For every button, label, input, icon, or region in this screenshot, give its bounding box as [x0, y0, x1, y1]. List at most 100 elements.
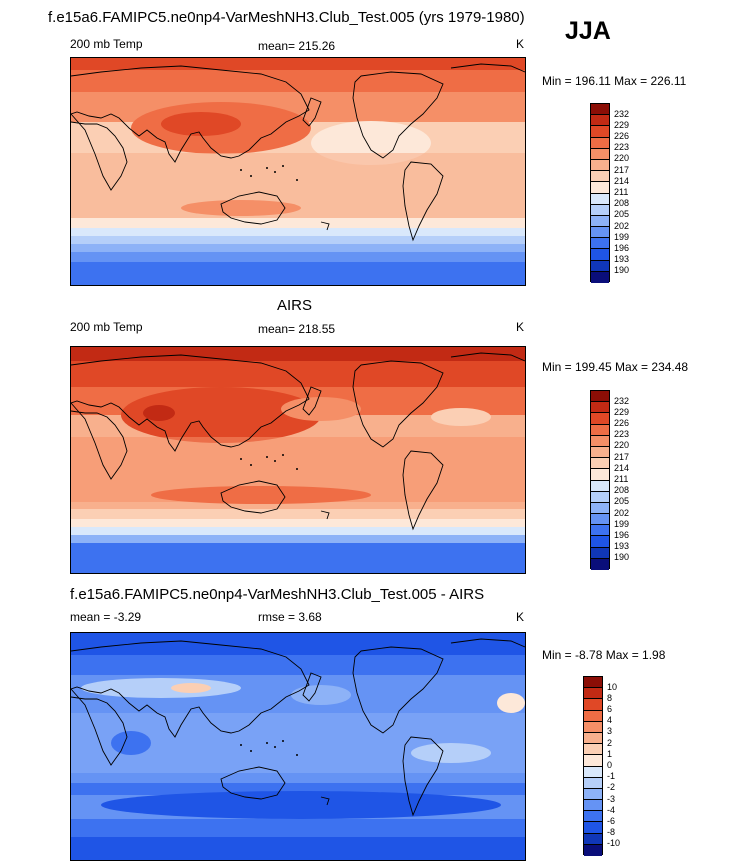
colorbar-swatch [584, 688, 602, 700]
panel2-band-sh1 [71, 509, 525, 519]
colorbar-swatch [584, 721, 602, 733]
colorbar-label: 226 [614, 418, 630, 429]
colorbar-swatch [584, 822, 602, 834]
colorbar-label: 202 [614, 220, 630, 231]
colorbar-swatch [584, 833, 602, 845]
colorbar-swatch [591, 458, 609, 470]
panel1-minmax-label: Min = 196.11 Max = 226.11 [542, 74, 687, 88]
panel1-band-north [71, 70, 525, 92]
colorbar-label: 211 [614, 474, 629, 484]
colorbar-label: -4 [607, 804, 616, 815]
colorbar-swatch [591, 480, 609, 492]
colorbar-swatch [591, 238, 609, 250]
colorbar-swatch [591, 558, 609, 570]
panel3-mean-label: mean = -3.29 [70, 610, 142, 624]
colorbar-label: 190 [614, 552, 630, 563]
colorbar-label: 214 [614, 175, 630, 186]
colorbar-swatch [584, 710, 602, 722]
panel3-units-label: K [516, 610, 525, 624]
panel2-field [71, 347, 525, 573]
panel2-band-sh3 [71, 527, 525, 535]
panel3-asia-band [81, 678, 241, 698]
colorbar-swatch [591, 402, 609, 414]
panel2-sh-warm [151, 486, 371, 504]
panel3-title: f.e15a6.FAMIPC5.ne0np4-VarMeshNH3.Club_T… [70, 586, 485, 603]
colorbar-swatch [584, 699, 602, 711]
colorbar-swatch [584, 844, 602, 856]
panel2-variable-label: 200 mb Temp [70, 320, 143, 334]
colorbar-label: 220 [614, 440, 630, 451]
colorbar-swatch [584, 744, 602, 756]
colorbar-swatch [591, 446, 609, 459]
panel2-mean-label: mean= 218.55 [258, 322, 336, 336]
colorbar-label: 3 [607, 726, 613, 737]
colorbar-label: 10 [607, 681, 618, 692]
panel3-atlantic-patch [411, 743, 491, 763]
colorbar-swatch [591, 148, 609, 160]
colorbar-swatch [591, 215, 609, 228]
panel1-band-antarctic [71, 262, 525, 285]
colorbar-swatch [584, 677, 602, 689]
colorbar-label: 208 [614, 485, 630, 496]
colorbar-swatch [591, 469, 609, 481]
panel2-pacific-patch [281, 397, 361, 421]
colorbar-label: 199 [614, 518, 630, 529]
panel3-field [71, 633, 525, 860]
colorbar-label: 193 [614, 254, 630, 265]
colorbar-label: 205 [614, 496, 630, 507]
panel3-pacific-patch [291, 685, 351, 705]
panel3-map [70, 632, 526, 861]
colorbar-swatch [591, 193, 609, 205]
panel2-map [70, 346, 526, 574]
colorbar-label: 6 [607, 704, 613, 715]
panel1-coastlines [71, 63, 525, 242]
colorbar-label: 223 [614, 142, 630, 153]
colorbar-swatch [591, 204, 609, 216]
colorbar-swatch [584, 788, 602, 801]
colorbar-label: 229 [614, 119, 630, 130]
colorbar-swatch [591, 104, 609, 116]
colorbar-swatch [591, 525, 609, 537]
panel2-band-sh2 [71, 519, 525, 527]
panel2-asia-warm [121, 387, 321, 443]
colorbar-label: 208 [614, 198, 630, 209]
colorbar-label: -8 [607, 827, 616, 838]
panel3-coastlines [71, 638, 525, 817]
colorbar-label: 199 [614, 231, 630, 242]
panel3-band-sh2 [71, 819, 525, 837]
panel3-warm-patch-east [497, 693, 525, 713]
panel1-band-sh1 [71, 218, 525, 228]
panel2-band-north [71, 361, 525, 387]
colorbar-swatch [591, 424, 609, 436]
colorbar-swatch [584, 766, 602, 778]
panel1-map [70, 57, 526, 286]
colorbar-swatch [591, 547, 609, 559]
panel2-coastlines [71, 352, 525, 531]
colorbar-swatch [584, 755, 602, 767]
panel2-minmax-label: Min = 199.45 Max = 234.48 [542, 360, 689, 374]
colorbar-label: 196 [614, 529, 630, 540]
panel1-islands [240, 165, 298, 181]
colorbar-label: 190 [614, 265, 630, 276]
season-label: JJA [565, 17, 611, 45]
panel2-atlantic-patch [431, 408, 491, 426]
colorbar-swatch [584, 811, 602, 823]
colorbar-swatch [591, 171, 609, 183]
colorbar-label: 211 [614, 187, 629, 197]
panel3-rmse-label: rmse = 3.68 [258, 610, 322, 624]
colorbar-label: 0 [607, 760, 613, 770]
panel3-band-north [71, 655, 525, 675]
panel2-title: AIRS [277, 297, 313, 314]
panel1-mean-label: mean= 215.26 [258, 39, 336, 53]
panel3-band-sh1 [71, 783, 525, 795]
colorbar-label: 1 [607, 748, 613, 759]
colorbar-swatch [591, 126, 609, 138]
model-title: f.e15a6.FAMIPC5.ne0np4-VarMeshNH3.Club_T… [48, 9, 525, 26]
colorbar-swatch [591, 182, 609, 194]
panel3-sh-cool [101, 791, 501, 819]
colorbar-label: 232 [614, 108, 630, 119]
panel1-units-label: K [516, 37, 525, 51]
panel2-band-sh4 [71, 535, 525, 543]
colorbar-label: 223 [614, 429, 630, 440]
panel3-colorbar-box [583, 676, 603, 856]
